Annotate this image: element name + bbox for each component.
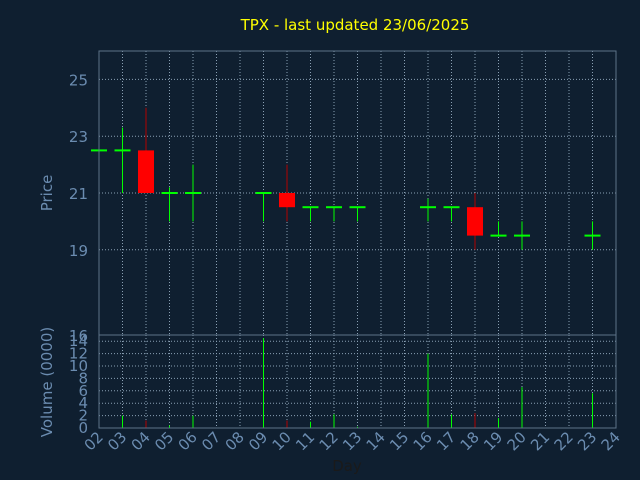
x-axis-label: Day [332, 457, 362, 475]
x-tick-label: 12 [316, 428, 342, 454]
x-tick-label: 19 [480, 428, 506, 454]
x-tick-labels: 0203040506070809101112131415161718192021… [81, 428, 624, 454]
x-tick-label: 13 [339, 428, 365, 454]
x-tick-label: 09 [245, 428, 271, 454]
x-tick-label: 15 [386, 428, 412, 454]
x-tick-label: 24 [598, 428, 624, 454]
price-axis-label: Price [38, 175, 56, 212]
x-tick-label: 22 [551, 428, 577, 454]
x-tick-label: 08 [222, 428, 248, 454]
x-tick-label: 05 [151, 428, 177, 454]
candle-body-down [467, 207, 483, 236]
x-tick-label: 07 [198, 428, 224, 454]
x-tick-label: 18 [457, 428, 483, 454]
candle-body-down [138, 150, 154, 193]
price-y-tick-label: 19 [69, 242, 88, 260]
volume-y-tick-label: 12 [69, 345, 88, 363]
volume-panel-frame [98, 334, 617, 429]
price-y-tick-labels: 25 23 21 19 16 [69, 71, 88, 345]
volume-bars [122, 338, 593, 428]
volume-grid [98, 335, 617, 428]
volume-y-tick-label: 0 [78, 419, 88, 437]
x-tick-label: 14 [363, 428, 389, 454]
chart-title: TPX - last updated 23/06/2025 [240, 16, 470, 34]
volume-y-tick-label: 2 [78, 407, 88, 425]
price-y-tick-label: 16 [69, 327, 88, 345]
price-candles [91, 107, 601, 250]
x-tick-label: 04 [128, 428, 154, 454]
candle-body-down [279, 193, 295, 208]
x-tick-label: 16 [410, 428, 436, 454]
price-y-tick-label: 23 [69, 128, 88, 146]
volume-y-tick-label: 6 [78, 382, 88, 400]
volume-y-tick-label: 10 [69, 357, 88, 375]
x-tick-label: 17 [433, 428, 459, 454]
x-tick-label: 03 [104, 428, 130, 454]
x-tick-label: 06 [175, 428, 201, 454]
volume-y-tick-label: 14 [69, 332, 88, 350]
price-y-tick-label: 21 [69, 185, 88, 203]
x-tick-label: 23 [574, 428, 600, 454]
volume-y-tick-label: 4 [78, 394, 88, 412]
x-tick-label: 21 [527, 428, 553, 454]
x-tick-label: 10 [269, 428, 295, 454]
price-y-tick-label: 25 [69, 71, 88, 89]
x-tick-label: 20 [504, 428, 530, 454]
volume-axis-label: Volume (0000) [38, 327, 56, 437]
x-tick-label: 11 [292, 428, 318, 454]
volume-y-tick-label: 8 [78, 369, 88, 387]
